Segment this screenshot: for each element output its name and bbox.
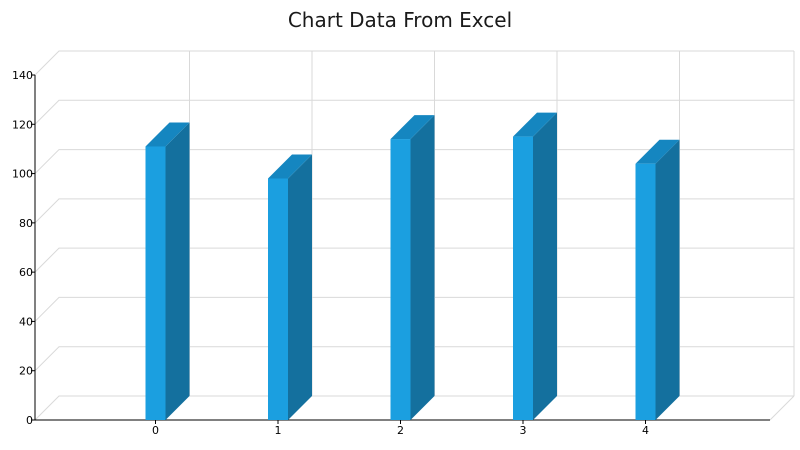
bar	[635, 139, 680, 420]
bar-side	[288, 154, 312, 420]
gridline-y	[34, 99, 794, 125]
bar-top	[635, 139, 680, 164]
bar-front	[635, 163, 656, 420]
bar-front	[390, 139, 411, 421]
x-tick-label: 0	[152, 424, 159, 437]
bar-front	[268, 178, 288, 420]
bar-front	[145, 146, 166, 420]
bar-side	[655, 139, 680, 420]
y-tick-label: 140	[12, 69, 33, 82]
bar-side	[165, 122, 190, 420]
bar	[145, 122, 190, 420]
y-tick-label: 120	[12, 118, 33, 131]
bar-top	[145, 122, 190, 147]
chart-title: Chart Data From Excel	[287, 8, 513, 32]
x-tick-label: 4	[642, 424, 649, 437]
floor-right-edge	[769, 395, 795, 421]
y-tick-label: 40	[19, 315, 33, 328]
bar-top	[513, 112, 557, 137]
y-tick-label: 20	[19, 365, 33, 378]
bar	[268, 154, 312, 420]
y-tick-label: 60	[19, 266, 33, 279]
y-tick-label: 100	[12, 168, 33, 181]
x-tick-label: 3	[520, 424, 527, 437]
bar-side	[410, 115, 435, 421]
bars	[145, 112, 680, 421]
bar	[390, 115, 435, 421]
bar-side	[533, 112, 557, 420]
bar-top	[268, 154, 312, 179]
bar	[513, 112, 557, 420]
y-tick-label: 80	[19, 217, 33, 230]
y-tick-label: 0	[26, 414, 33, 427]
x-tick-label: 2	[397, 424, 404, 437]
x-tick-label: 1	[275, 424, 282, 437]
bar-top	[390, 115, 435, 140]
gridline-y	[34, 50, 794, 76]
bar-front	[513, 136, 533, 420]
tick-labels: 0 20 40 60 80 100 120 140 0 1 2 3 4	[12, 69, 649, 437]
